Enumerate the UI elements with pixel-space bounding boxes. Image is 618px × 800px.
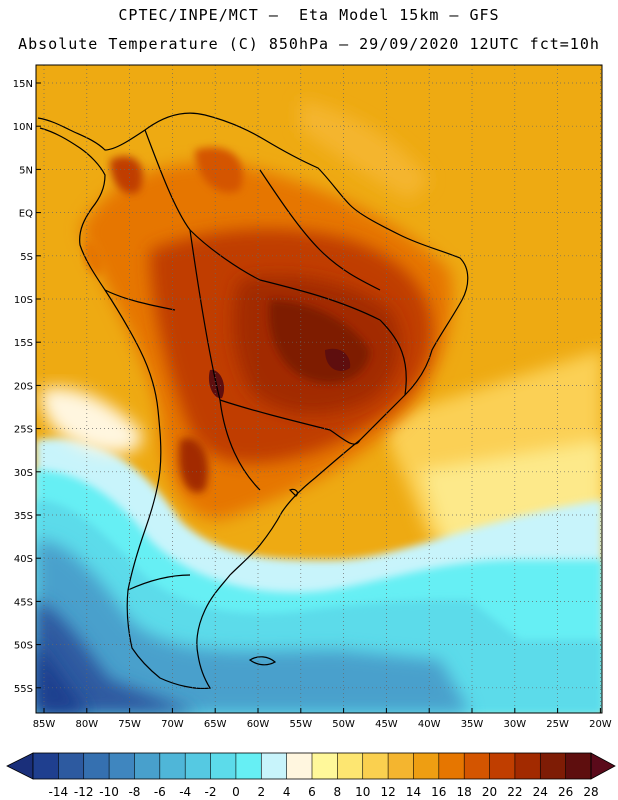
lat-label: 30S — [14, 468, 33, 479]
colorbar-swatch — [565, 753, 592, 779]
lat-label: 40S — [14, 554, 33, 565]
colorbar-label: -6 — [154, 785, 166, 799]
colorbar-label: 22 — [507, 785, 522, 799]
lat-label: 25S — [14, 425, 33, 436]
colorbar-swatch — [362, 753, 389, 779]
lat-label: 20S — [14, 381, 33, 392]
colorbar-swatch — [388, 753, 414, 779]
colorbar-swatch — [159, 753, 186, 779]
lat-label: 15S — [14, 338, 33, 349]
lon-label: 45W — [375, 719, 398, 730]
lon-label: 85W — [33, 719, 56, 730]
colorbar-swatch — [261, 753, 288, 779]
temperature-field — [36, 65, 602, 713]
latitude-axis: 15N 10N 5N EQ 5S 10S 15S 20S 25S 30S 35S 40S 45S 50S 5… — [13, 79, 41, 695]
colorbar-label: 0 — [232, 785, 240, 799]
colorbar-label: 20 — [482, 785, 497, 799]
colorbar-label: 26 — [558, 785, 573, 799]
lon-label: 50W — [332, 719, 355, 730]
lat-label: 15N — [13, 79, 33, 90]
lat-label: 10N — [13, 122, 33, 133]
colorbar-label: -10 — [99, 785, 119, 799]
colorbar-label: 10 — [355, 785, 370, 799]
colorbar-label: 28 — [583, 785, 598, 799]
lat-label: 10S — [14, 295, 33, 306]
colorbar: -14 -12 -10 -8 -6 -4 -2 0 2 4 6 8 10 12 14 16 18 20 22 24 26… — [6, 752, 616, 799]
lon-label: 80W — [75, 719, 98, 730]
map-title: CPTEC/INPE/MCT – Eta Model 15km – GFS — [118, 6, 500, 24]
colorbar-label: 24 — [533, 785, 548, 799]
colorbar-high-arrow — [590, 752, 616, 780]
colorbar-swatch — [83, 753, 110, 779]
colorbar-label: -12 — [74, 785, 94, 799]
lon-label: 30W — [503, 719, 526, 730]
colorbar-label: 16 — [431, 785, 446, 799]
colorbar-swatch — [489, 753, 516, 779]
colorbar-label: -2 — [205, 785, 217, 799]
colorbar-label: 8 — [334, 785, 342, 799]
colorbar-swatch — [185, 753, 212, 779]
colorbar-label: 14 — [406, 785, 421, 799]
colorbar-swatch — [33, 753, 59, 779]
colorbar-swatch — [514, 753, 541, 779]
lat-label: 5N — [19, 165, 33, 176]
colorbar-swatch — [286, 753, 313, 779]
colorbar-label: -14 — [49, 785, 69, 799]
lon-label: 75W — [118, 719, 141, 730]
lon-label: 60W — [247, 719, 270, 730]
colorbar-label: -4 — [179, 785, 191, 799]
colorbar-swatch — [540, 753, 567, 779]
colorbar-swatch — [413, 753, 440, 779]
lon-label: 55W — [289, 719, 312, 730]
colorbar-swatch — [134, 753, 161, 779]
colorbar-label: 2 — [257, 785, 265, 799]
lat-label: 50S — [14, 641, 33, 652]
colorbar-label: 6 — [308, 785, 316, 799]
lon-label: 40W — [418, 719, 441, 730]
lat-label: 55S — [14, 684, 33, 695]
lon-label: 65W — [204, 719, 227, 730]
colorbar-label: 12 — [380, 785, 395, 799]
colorbar-label: -8 — [128, 785, 140, 799]
colorbar-swatch — [235, 753, 262, 779]
lat-label: 5S — [20, 252, 33, 263]
colorbar-swatch — [337, 753, 364, 779]
colorbar-swatch — [210, 753, 237, 779]
colorbar-label: 18 — [457, 785, 472, 799]
lon-label: 35W — [461, 719, 484, 730]
lat-label: EQ — [19, 209, 33, 220]
colorbar-swatch — [109, 753, 135, 779]
graticule — [36, 65, 602, 713]
longitude-axis: 85W 80W 75W 70W 65W 60W 55W 50W 45W 40W 35W 30W 25W 2… — [33, 708, 612, 730]
colorbar-low-arrow — [6, 752, 34, 780]
lat-label: 35S — [14, 511, 33, 522]
colorbar-swatch — [438, 753, 465, 779]
lat-label: 45S — [14, 597, 33, 608]
lon-label: 20W — [589, 719, 612, 730]
colorbar-swatch — [58, 753, 85, 779]
map-frame — [35, 64, 603, 714]
colorbar-swatch — [464, 753, 491, 779]
colorbar-swatch — [312, 753, 338, 779]
lon-label: 70W — [161, 719, 184, 730]
colorbar-label: 4 — [283, 785, 291, 799]
coastline — [37, 112, 469, 690]
lon-label: 25W — [546, 719, 569, 730]
map-subtitle: Absolute Temperature (C) 850hPa – 29/09/… — [18, 35, 600, 53]
